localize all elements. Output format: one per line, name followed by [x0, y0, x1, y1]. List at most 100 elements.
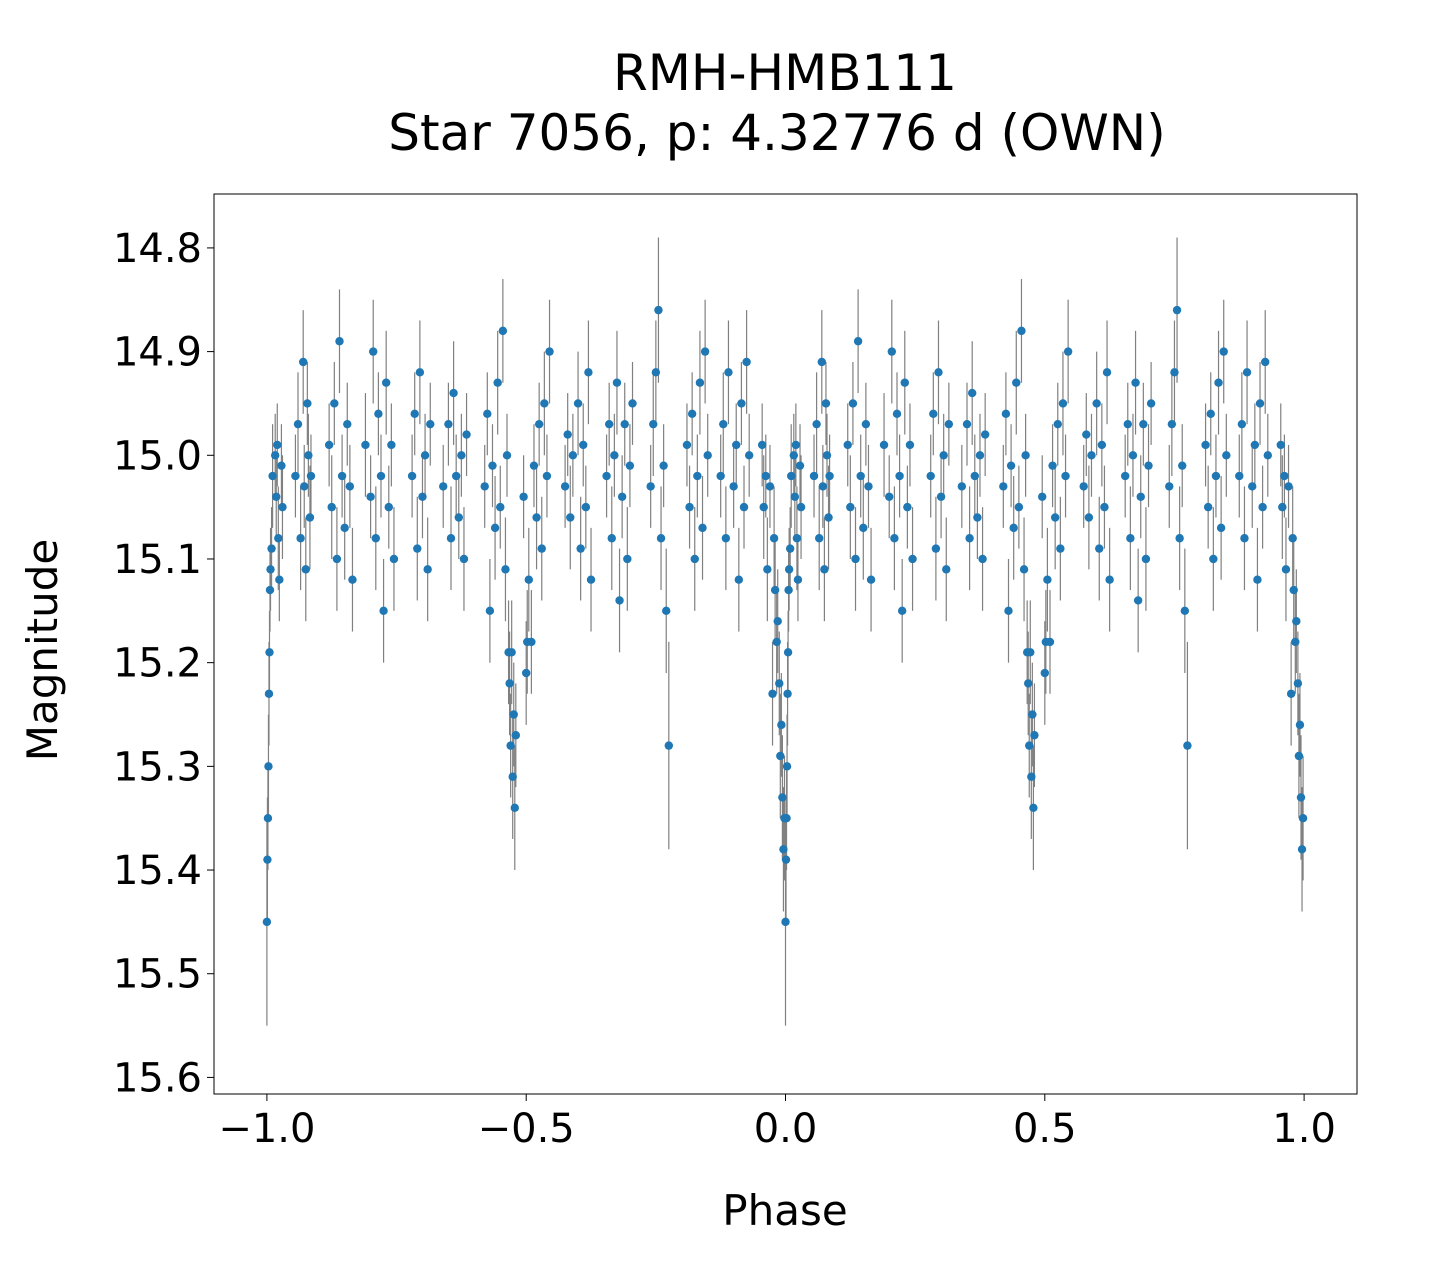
x-axis-ticks: −1.0 −0.5 0.0 0.5 1.0	[218, 1094, 1336, 1152]
data-point	[576, 544, 585, 553]
data-point	[1056, 544, 1065, 553]
data-point	[563, 430, 572, 439]
data-point	[1024, 679, 1033, 688]
data-point	[1255, 399, 1265, 408]
data-point	[817, 357, 827, 367]
data-point	[1286, 689, 1296, 698]
data-point	[374, 409, 383, 419]
data-point	[1048, 461, 1057, 470]
data-point	[1028, 710, 1037, 719]
data-point	[782, 762, 792, 771]
data-point	[413, 544, 422, 553]
data-point	[1061, 471, 1070, 481]
data-point	[384, 502, 393, 512]
data-point	[700, 347, 710, 356]
data-point	[1214, 378, 1223, 387]
data-point	[537, 544, 546, 553]
data-point	[615, 596, 624, 605]
data-point	[1123, 419, 1132, 429]
data-point	[560, 482, 570, 491]
data-point	[1019, 565, 1029, 574]
data-point	[1087, 451, 1096, 460]
data-point	[1133, 596, 1143, 605]
data-point	[934, 368, 943, 377]
data-points	[262, 305, 1308, 927]
chart-title-line2: Star 7056, p: 4.32776 d (OWN)	[388, 104, 1165, 162]
data-point	[1211, 471, 1221, 481]
data-point	[371, 534, 381, 543]
data-point	[732, 440, 741, 450]
data-point	[905, 440, 915, 450]
data-point	[1128, 451, 1138, 460]
data-point	[426, 419, 435, 429]
data-point	[446, 534, 456, 543]
data-point	[519, 492, 528, 501]
data-point	[1209, 554, 1218, 564]
data-point	[602, 471, 611, 481]
data-point	[866, 575, 876, 584]
data-point	[682, 440, 692, 450]
data-point	[787, 471, 796, 481]
data-point	[529, 461, 539, 470]
data-point	[703, 451, 712, 460]
data-point	[646, 482, 655, 491]
data-point	[625, 461, 635, 470]
data-point	[1084, 513, 1094, 522]
data-point	[769, 534, 779, 543]
y-tick-label: 14.8	[113, 226, 202, 272]
data-point	[527, 637, 536, 647]
data-point	[264, 689, 274, 698]
data-point	[296, 534, 305, 543]
data-point	[759, 502, 768, 512]
data-point	[1038, 492, 1047, 501]
data-point	[942, 565, 951, 574]
data-point	[620, 419, 629, 429]
data-point	[454, 513, 463, 522]
data-point	[369, 347, 378, 356]
data-point	[1201, 440, 1210, 450]
data-point	[1017, 326, 1026, 336]
data-point	[785, 544, 795, 553]
data-point	[778, 793, 787, 802]
data-point	[687, 409, 697, 419]
x-tick-label: 0.0	[754, 1106, 818, 1152]
data-point	[267, 544, 276, 553]
data-point	[1253, 575, 1262, 584]
data-point	[1203, 502, 1213, 512]
data-point	[975, 451, 985, 460]
data-point	[1063, 347, 1073, 356]
data-point	[305, 513, 315, 522]
data-point	[1278, 502, 1287, 512]
data-point	[534, 419, 544, 429]
data-point	[275, 575, 284, 584]
data-point	[581, 502, 591, 512]
data-point	[768, 689, 777, 698]
data-point	[859, 523, 868, 533]
data-point	[345, 482, 355, 491]
data-point	[457, 451, 466, 460]
data-point	[410, 409, 419, 419]
data-point	[340, 523, 349, 533]
data-point	[853, 337, 863, 346]
data-point	[1045, 637, 1055, 647]
error-bars	[266, 237, 1304, 1026]
data-point	[439, 482, 448, 491]
data-point	[1167, 419, 1177, 429]
data-point	[765, 482, 775, 491]
data-point	[1292, 616, 1301, 626]
data-point	[822, 451, 832, 460]
data-point	[1136, 492, 1145, 501]
data-point	[903, 502, 912, 512]
data-point	[505, 679, 514, 688]
data-point	[270, 451, 280, 460]
y-tick-label: 14.9	[113, 330, 202, 376]
data-point	[792, 534, 802, 543]
data-point	[508, 772, 517, 781]
data-point	[579, 440, 588, 450]
data-point	[366, 492, 375, 501]
data-point	[739, 502, 749, 512]
data-point	[944, 419, 954, 429]
data-point	[939, 451, 948, 460]
data-point	[511, 731, 521, 740]
data-point	[407, 471, 417, 481]
